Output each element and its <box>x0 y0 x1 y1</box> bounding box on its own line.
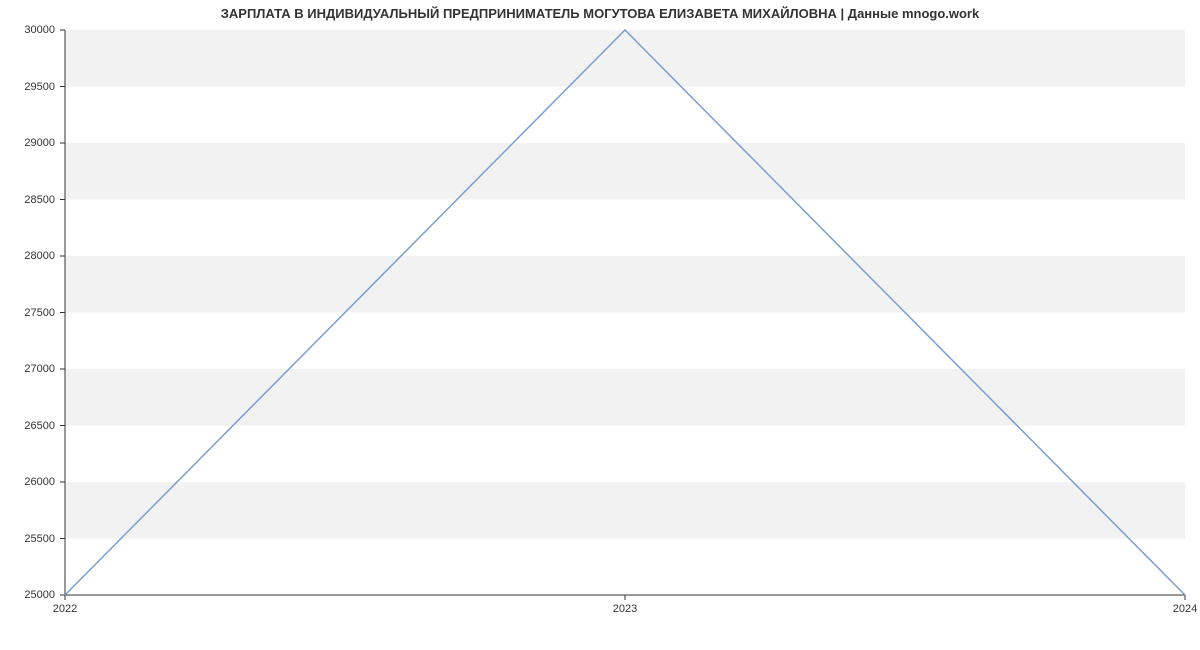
grid-band <box>65 539 1185 596</box>
x-tick-label: 2023 <box>613 603 637 615</box>
x-tick-label: 2024 <box>1173 603 1197 615</box>
grid-band <box>65 200 1185 257</box>
y-tick-label: 26000 <box>0 476 55 488</box>
grid-band <box>65 426 1185 483</box>
plot-area <box>65 30 1185 595</box>
y-tick-label: 27000 <box>0 363 55 375</box>
grid-band <box>65 482 1185 539</box>
y-tick-label: 29000 <box>0 137 55 149</box>
y-tick-label: 27500 <box>0 307 55 319</box>
x-tick-label: 2022 <box>53 603 77 615</box>
y-tick-label: 28500 <box>0 194 55 206</box>
grid-band <box>65 369 1185 426</box>
y-tick-label: 25000 <box>0 589 55 601</box>
y-tick-label: 29500 <box>0 81 55 93</box>
grid-band <box>65 313 1185 370</box>
y-tick-label: 25500 <box>0 533 55 545</box>
y-tick-label: 26500 <box>0 420 55 432</box>
grid-band <box>65 87 1185 144</box>
chart-svg <box>65 30 1185 595</box>
grid-band <box>65 256 1185 313</box>
chart-title: ЗАРПЛАТА В ИНДИВИДУАЛЬНЫЙ ПРЕДПРИНИМАТЕЛ… <box>0 6 1200 21</box>
grid-band <box>65 143 1185 200</box>
y-tick-label: 28000 <box>0 250 55 262</box>
salary-line-chart: ЗАРПЛАТА В ИНДИВИДУАЛЬНЫЙ ПРЕДПРИНИМАТЕЛ… <box>0 0 1200 650</box>
grid-band <box>65 30 1185 87</box>
y-tick-label: 30000 <box>0 24 55 36</box>
